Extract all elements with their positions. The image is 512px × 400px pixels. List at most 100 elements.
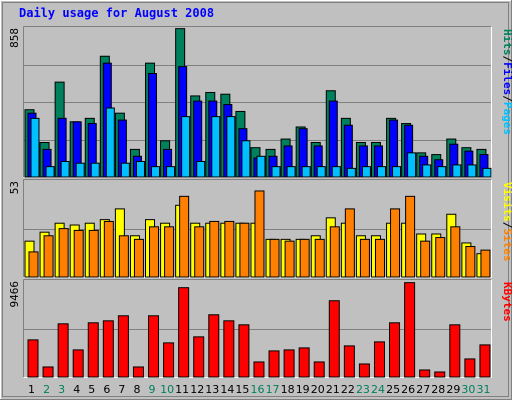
bar-kbytes-day-12 bbox=[193, 336, 205, 378]
bar-kbytes-day-10 bbox=[163, 342, 175, 378]
legend-files: Files bbox=[501, 62, 512, 95]
bar-sites-day-24 bbox=[374, 238, 385, 278]
day-label-1: 1 bbox=[28, 383, 35, 396]
bar-files-day-21 bbox=[328, 100, 338, 178]
bar-kbytes-day-13 bbox=[208, 314, 220, 378]
day-label-4: 4 bbox=[73, 383, 80, 396]
day-label-14: 14 bbox=[220, 383, 234, 396]
bar-kbytes-day-5 bbox=[87, 322, 99, 378]
bar-sites-day-11 bbox=[179, 195, 190, 278]
day-label-7: 7 bbox=[118, 383, 125, 396]
bar-sites-day-15 bbox=[239, 222, 250, 278]
bar-pages-day-29 bbox=[452, 164, 462, 178]
bar-pages-day-26 bbox=[407, 152, 417, 178]
legend-pages: Pages bbox=[501, 102, 512, 135]
bar-pages-day-22 bbox=[346, 167, 356, 178]
day-label-5: 5 bbox=[88, 383, 95, 396]
bar-pages-day-4 bbox=[75, 162, 85, 178]
bar-kbytes-day-30 bbox=[464, 358, 476, 378]
bar-kbytes-day-17 bbox=[268, 350, 280, 378]
bar-pages-day-1 bbox=[30, 117, 40, 178]
legend-hits-files-pages: Hits/Files/Pages bbox=[501, 29, 512, 135]
bar-pages-day-27 bbox=[422, 164, 432, 178]
bar-kbytes-day-11 bbox=[178, 287, 190, 378]
bar-kbytes-day-27 bbox=[419, 369, 431, 378]
bar-pages-day-30 bbox=[467, 164, 477, 178]
bar-kbytes-day-31 bbox=[479, 344, 491, 378]
day-label-20: 20 bbox=[311, 383, 325, 396]
bar-sites-day-1 bbox=[28, 251, 39, 278]
bar-pages-day-18 bbox=[286, 166, 296, 178]
day-label-26: 26 bbox=[401, 383, 415, 396]
bar-pages-day-3 bbox=[60, 160, 70, 178]
bar-pages-day-8 bbox=[135, 160, 145, 178]
bar-kbytes-day-21 bbox=[328, 300, 340, 378]
legend-separator: / bbox=[501, 95, 512, 102]
bar-sites-day-23 bbox=[359, 238, 370, 278]
bar-sites-day-3 bbox=[58, 228, 69, 278]
bar-pages-day-20 bbox=[316, 166, 326, 178]
bar-kbytes-day-19 bbox=[298, 347, 310, 378]
day-label-19: 19 bbox=[296, 383, 310, 396]
bar-pages-day-31 bbox=[482, 167, 492, 178]
bar-kbytes-day-1 bbox=[27, 339, 39, 378]
bar-sites-day-16 bbox=[254, 190, 265, 278]
bar-kbytes-day-16 bbox=[253, 361, 265, 378]
day-label-6: 6 bbox=[103, 383, 110, 396]
bar-pages-day-5 bbox=[90, 162, 100, 178]
day-label-15: 15 bbox=[235, 383, 249, 396]
bar-pages-day-13 bbox=[211, 116, 221, 178]
day-label-30: 30 bbox=[461, 383, 475, 396]
bar-pages-day-7 bbox=[120, 162, 130, 178]
day-label-25: 25 bbox=[386, 383, 400, 396]
bar-pages-day-19 bbox=[301, 166, 311, 178]
bar-kbytes-day-7 bbox=[117, 315, 129, 378]
bar-pages-day-17 bbox=[271, 166, 281, 178]
bar-files-day-9 bbox=[148, 73, 158, 178]
bar-pages-day-11 bbox=[181, 116, 191, 178]
day-label-12: 12 bbox=[190, 383, 204, 396]
bar-kbytes-day-20 bbox=[313, 361, 325, 378]
bar-sites-day-26 bbox=[405, 195, 416, 278]
legend-sites: Sites bbox=[501, 228, 512, 261]
max-label-hits-files-pages: 858 bbox=[8, 28, 21, 48]
bar-sites-day-22 bbox=[344, 208, 355, 278]
day-label-21: 21 bbox=[326, 383, 340, 396]
legend-hits: Hits bbox=[501, 29, 512, 56]
bar-pages-day-23 bbox=[361, 166, 371, 178]
bar-sites-day-29 bbox=[450, 226, 461, 278]
bar-kbytes-day-18 bbox=[283, 349, 295, 378]
bar-sites-day-4 bbox=[73, 229, 84, 278]
bar-pages-day-12 bbox=[196, 160, 206, 178]
bar-sites-day-2 bbox=[43, 235, 54, 278]
bar-kbytes-day-9 bbox=[148, 315, 160, 378]
bar-pages-day-24 bbox=[376, 166, 386, 178]
bar-kbytes-day-8 bbox=[132, 366, 144, 378]
bar-sites-day-21 bbox=[329, 226, 340, 278]
bar-pages-day-21 bbox=[331, 166, 341, 178]
bar-kbytes-day-22 bbox=[343, 345, 355, 378]
bar-sites-day-28 bbox=[435, 237, 446, 278]
bar-sites-day-27 bbox=[420, 240, 431, 278]
bar-kbytes-day-15 bbox=[238, 324, 250, 378]
max-label-visits-sites: 53 bbox=[8, 181, 21, 194]
bar-pages-day-9 bbox=[151, 166, 161, 178]
bar-pages-day-16 bbox=[256, 155, 266, 178]
bar-pages-day-25 bbox=[392, 166, 402, 178]
bar-kbytes-day-24 bbox=[373, 341, 385, 378]
chart-panels: 858Hits/Files/Pages53Visits/Sites9466KBy… bbox=[8, 26, 512, 396]
bar-pages-day-6 bbox=[105, 107, 115, 178]
bar-sites-day-20 bbox=[314, 238, 325, 278]
day-label-3: 3 bbox=[58, 383, 65, 396]
legend-kbytes: KBytes bbox=[501, 282, 512, 322]
day-label-10: 10 bbox=[160, 383, 174, 396]
day-label-17: 17 bbox=[266, 383, 280, 396]
day-label-8: 8 bbox=[133, 383, 140, 396]
day-label-29: 29 bbox=[446, 383, 460, 396]
bar-sites-day-30 bbox=[465, 246, 476, 278]
bar-kbytes-day-25 bbox=[389, 322, 401, 378]
bar-kbytes-day-3 bbox=[57, 323, 69, 378]
bar-kbytes-day-23 bbox=[358, 363, 370, 378]
